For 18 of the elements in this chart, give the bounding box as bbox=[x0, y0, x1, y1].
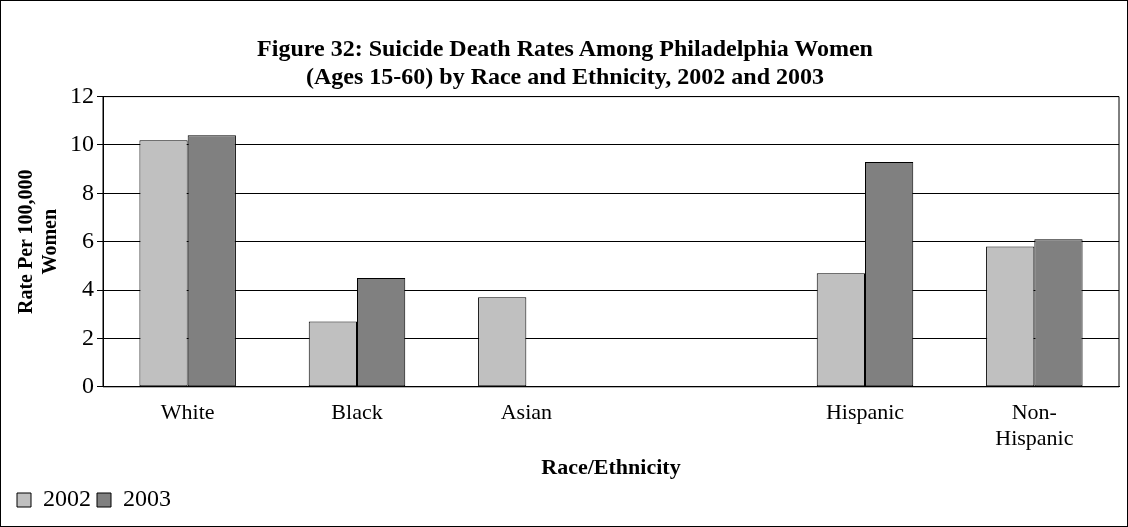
y-tick-label: 6 bbox=[82, 227, 94, 253]
legend-label: 2002 bbox=[43, 485, 91, 512]
x-axis-title: Race/Ethnicity bbox=[541, 454, 681, 480]
x-tick-label: Asian bbox=[500, 398, 552, 424]
x-tick-label: White bbox=[160, 398, 215, 424]
x-tick-label: Black bbox=[331, 398, 383, 424]
y-tick-label: 8 bbox=[82, 178, 94, 205]
x-tick-label: Hispanic bbox=[825, 398, 905, 424]
y-tick-label: 0 bbox=[82, 372, 94, 399]
y-tick-label: 2 bbox=[82, 323, 94, 350]
y-axis-title: Rate Per 100,000 Women bbox=[14, 169, 61, 314]
text: (Ages 15-60) by Race and Ethnicity, 2002 and 2003 bbox=[305, 63, 825, 90]
x-tick-label: Non-Hispanic bbox=[995, 398, 1074, 451]
y-tick-label: 12 bbox=[70, 81, 94, 108]
y-tick-label: 10 bbox=[70, 130, 94, 157]
text: Figure 32: Suicide Death Rates Among Philadelphia Women bbox=[257, 34, 873, 61]
legend-label: 2003 bbox=[123, 485, 171, 512]
y-tick-label: 4 bbox=[82, 275, 94, 302]
